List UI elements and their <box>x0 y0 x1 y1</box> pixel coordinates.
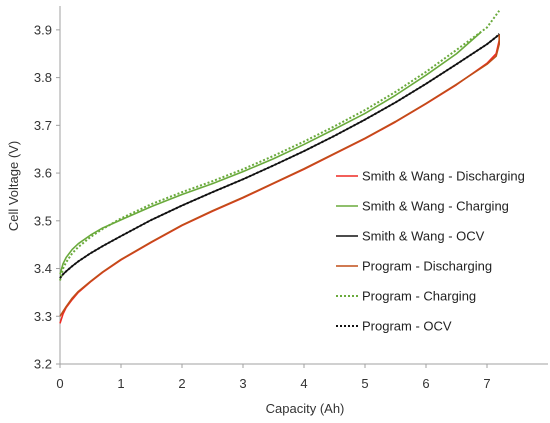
x-tick-label: 4 <box>300 376 307 391</box>
y-tick-label: 3.9 <box>34 22 52 37</box>
series-line-2 <box>59 31 482 275</box>
legend-label: Program - OCV <box>362 319 452 334</box>
y-tick-label: 3.4 <box>34 261 52 276</box>
legend-label: Program - Charging <box>362 289 476 304</box>
legend-label: Smith & Wang - OCV <box>362 229 485 244</box>
x-tick-label: 0 <box>56 376 63 391</box>
legend: Smith & Wang - Discharging Smith & Wang -… <box>336 169 525 334</box>
legend-label: Program - Discharging <box>362 259 492 274</box>
series-line-4 <box>59 34 501 317</box>
legend-label: Smith & Wang - Charging <box>362 199 509 214</box>
y-tick-label: 3.8 <box>34 70 52 85</box>
y-tick-label: 3.3 <box>34 309 52 324</box>
y-tick-label: 3.7 <box>34 118 52 133</box>
x-tick-label: 2 <box>178 376 185 391</box>
x-tick-label: 1 <box>117 376 124 391</box>
x-tick-label: 7 <box>483 376 490 391</box>
series-layer <box>59 10 501 324</box>
x-tick-label: 3 <box>239 376 246 391</box>
axes-layer: 3.2 3.3 3.4 3.5 3.6 3.7 3.8 3.9 0 1 2 3 4 5 6 7 <box>34 6 548 391</box>
x-axis-title: Capacity (Ah) <box>266 401 345 416</box>
series-line-6 <box>59 33 500 279</box>
y-tick-label: 3.5 <box>34 213 52 228</box>
y-tick-label: 3.6 <box>34 166 52 181</box>
x-tick-label: 6 <box>422 376 429 391</box>
series-line-5 <box>59 10 501 281</box>
x-tick-label: 5 <box>361 376 368 391</box>
legend-label: Smith & Wang - Discharging <box>362 169 525 184</box>
y-axis-title: Cell Voltage (V) <box>6 141 21 231</box>
y-tick-label: 3.2 <box>34 357 52 372</box>
